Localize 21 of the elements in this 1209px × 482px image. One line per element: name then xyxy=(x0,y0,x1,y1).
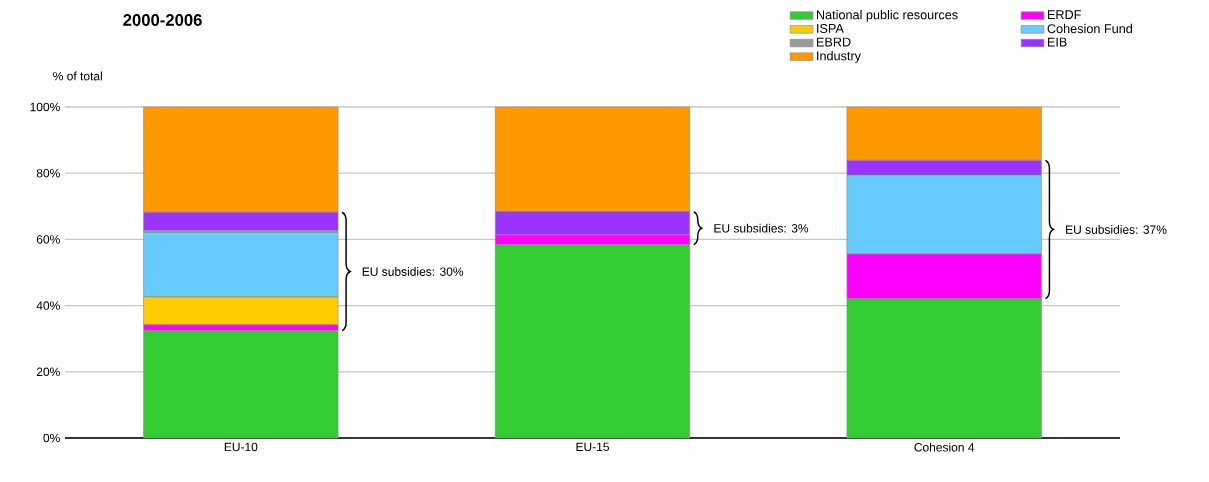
x-tick-label: Cohesion 4 xyxy=(914,442,975,452)
legend-label: EIB xyxy=(1047,37,1067,47)
annotation: EU subsidies: 3% xyxy=(714,223,809,233)
legend-label: ERDF xyxy=(1047,10,1081,19)
x-tick-label: EU-10 xyxy=(224,442,258,452)
legend-label: ISPA xyxy=(817,24,844,33)
chart-title: 2000-2006 xyxy=(123,14,202,26)
legend-label: Cohesion Fund xyxy=(1047,23,1132,34)
y-tick-label: 0% xyxy=(43,433,60,443)
y-tick-label: 20% xyxy=(36,367,60,377)
x-tick-label: EU-15 xyxy=(576,442,610,452)
y-axis-title: % of total xyxy=(53,71,102,81)
y-tick-label: 60% xyxy=(36,235,60,244)
y-tick-label: 80% xyxy=(36,168,60,178)
y-tick-label: 40% xyxy=(36,301,60,310)
legend-label: Industry xyxy=(817,51,861,63)
legend-label: National public resources xyxy=(816,9,958,22)
y-tick-label: 100% xyxy=(30,102,60,112)
annotation: EU subsidies: 37% xyxy=(1066,225,1167,234)
annotation: EU subsidies: 30% xyxy=(362,267,464,276)
legend-label: EBRD xyxy=(816,37,851,47)
